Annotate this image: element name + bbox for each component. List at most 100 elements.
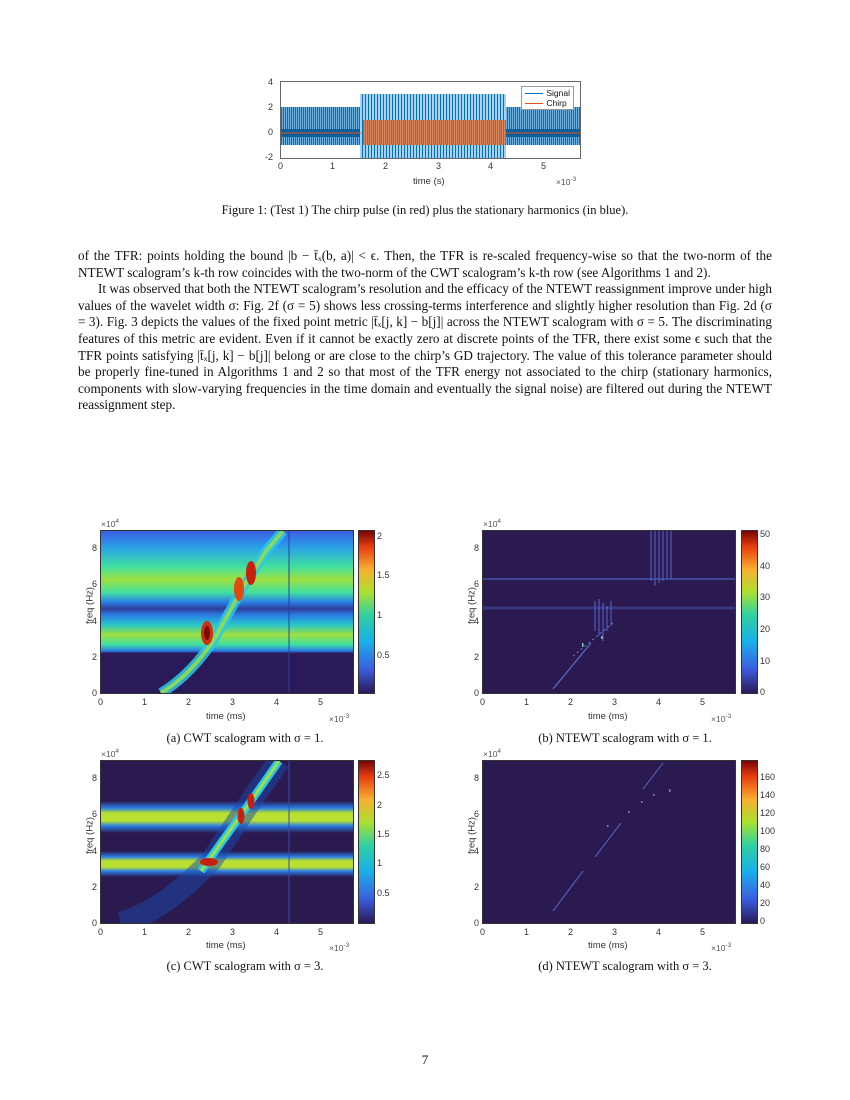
x-tick: 1 (142, 697, 148, 707)
x-tick: 5 (318, 697, 324, 707)
y-tick: 0 (474, 918, 480, 928)
x-tick: 1 (524, 697, 530, 707)
colorbar-tick: 0 (760, 916, 766, 926)
colorbar-tick: 10 (760, 656, 771, 666)
y-tick: 4 (92, 846, 98, 856)
y-tick: 0 (474, 688, 480, 698)
x-axis-label: time (ms) (206, 940, 246, 951)
colorbar-tick: 1.5 (377, 570, 390, 580)
x-axis-label: time (ms) (588, 940, 628, 951)
y-tick: 2 (268, 102, 274, 112)
colorbar (358, 760, 375, 924)
x-tick: 1 (524, 927, 530, 937)
x-tick: 2 (568, 697, 574, 707)
x-tick: 3 (230, 697, 236, 707)
colorbar-tick: 2.5 (377, 770, 390, 780)
subfigure-b-caption: (b) NTEWT scalogram with σ = 1. (538, 731, 712, 745)
legend-signal: Signal (546, 88, 570, 98)
colorbar-tick: 1 (377, 858, 383, 868)
figure-1-legend: Signal Chirp (521, 86, 574, 110)
y-tick: 8 (474, 543, 480, 553)
subfigure-a-caption: (a) CWT scalogram with σ = 1. (166, 731, 324, 745)
y-tick: 8 (92, 543, 98, 553)
x-tick: 4 (274, 927, 280, 937)
y-tick: 2 (92, 652, 98, 662)
y-tick: 0 (92, 918, 98, 928)
y-tick: 0 (268, 127, 274, 137)
colorbar (741, 760, 758, 924)
colorbar (741, 530, 758, 694)
colorbar (358, 530, 375, 694)
x-multiplier: ×10-3 (711, 713, 732, 724)
x-tick: 1 (142, 927, 148, 937)
subfigure-c-caption: (c) CWT scalogram with σ = 3. (166, 959, 324, 973)
subfigure-d-caption: (d) NTEWT scalogram with σ = 3. (538, 959, 712, 973)
colorbar-tick: 60 (760, 862, 771, 872)
paragraph-2: It was observed that both the NTEWT scal… (78, 281, 772, 413)
x-tick: 5 (318, 927, 324, 937)
colorbar-tick: 40 (760, 561, 771, 571)
x-tick: 0 (98, 697, 104, 707)
x-tick: 4 (656, 927, 662, 937)
y-tick: 8 (474, 773, 480, 783)
colorbar-tick: 2 (377, 800, 383, 810)
colorbar-tick: 80 (760, 844, 771, 854)
colorbar-tick: 1.5 (377, 829, 390, 839)
y-multiplier: ×104 (101, 518, 120, 529)
x-tick: 3 (230, 927, 236, 937)
paragraph-1: of the TFR: points holding the bound |b … (78, 248, 772, 280)
colorbar-tick: 20 (760, 624, 771, 634)
colorbar-tick: 20 (760, 898, 771, 908)
colorbar-tick: 120 (760, 808, 776, 818)
x-tick: 2 (383, 161, 389, 171)
x-tick: 3 (436, 161, 442, 171)
colorbar-tick: 0 (760, 687, 766, 697)
colorbar-tick: 160 (760, 772, 776, 782)
x-multiplier: ×10-3 (711, 942, 732, 953)
cwt-sigma3-heatmap (100, 760, 354, 924)
colorbar-tick: 100 (760, 826, 776, 836)
x-multiplier: ×10-3 (329, 942, 350, 953)
page-number: 7 (421, 1052, 429, 1067)
y-tick: 0 (92, 688, 98, 698)
y-tick: -2 (265, 152, 274, 162)
colorbar-tick: 30 (760, 592, 771, 602)
x-tick: 4 (488, 161, 494, 171)
y-multiplier: ×104 (483, 518, 502, 529)
figure-1-caption: Figure 1: (Test 1) The chirp pulse (in r… (221, 203, 629, 217)
x-tick: 3 (612, 697, 618, 707)
y-tick: 6 (92, 579, 98, 589)
y-multiplier: ×104 (483, 748, 502, 759)
y-tick: 2 (474, 882, 480, 892)
y-tick: 2 (92, 882, 98, 892)
x-tick: 5 (700, 697, 706, 707)
x-tick: 0 (278, 161, 284, 171)
colorbar-tick: 1 (377, 610, 383, 620)
x-tick: 5 (541, 161, 547, 171)
x-multiplier: ×10-3 (556, 176, 577, 187)
y-multiplier: ×104 (101, 748, 120, 759)
colorbar-tick: 0.5 (377, 650, 390, 660)
y-tick: 4 (268, 77, 274, 87)
y-tick: 6 (92, 809, 98, 819)
colorbar-tick: 2 (377, 531, 383, 541)
x-tick: 4 (274, 697, 280, 707)
x-axis-label: time (ms) (206, 711, 246, 722)
x-tick: 2 (568, 927, 574, 937)
colorbar-tick: 140 (760, 790, 776, 800)
colorbar-tick: 50 (760, 529, 771, 539)
x-multiplier: ×10-3 (329, 713, 350, 724)
x-tick: 0 (480, 927, 486, 937)
x-tick: 4 (656, 697, 662, 707)
legend-chirp: Chirp (546, 98, 567, 108)
y-tick: 6 (474, 809, 480, 819)
colorbar-tick: 40 (760, 880, 771, 890)
ntewt-sigma3-heatmap (482, 760, 736, 924)
colorbar-tick: 0.5 (377, 888, 390, 898)
signal-plot (281, 94, 580, 158)
y-tick: 2 (474, 652, 480, 662)
x-axis-label: time (s) (413, 176, 445, 187)
x-tick: 2 (186, 927, 192, 937)
y-tick: 8 (92, 773, 98, 783)
signal-plot-area: Signal Chirp (280, 81, 581, 159)
